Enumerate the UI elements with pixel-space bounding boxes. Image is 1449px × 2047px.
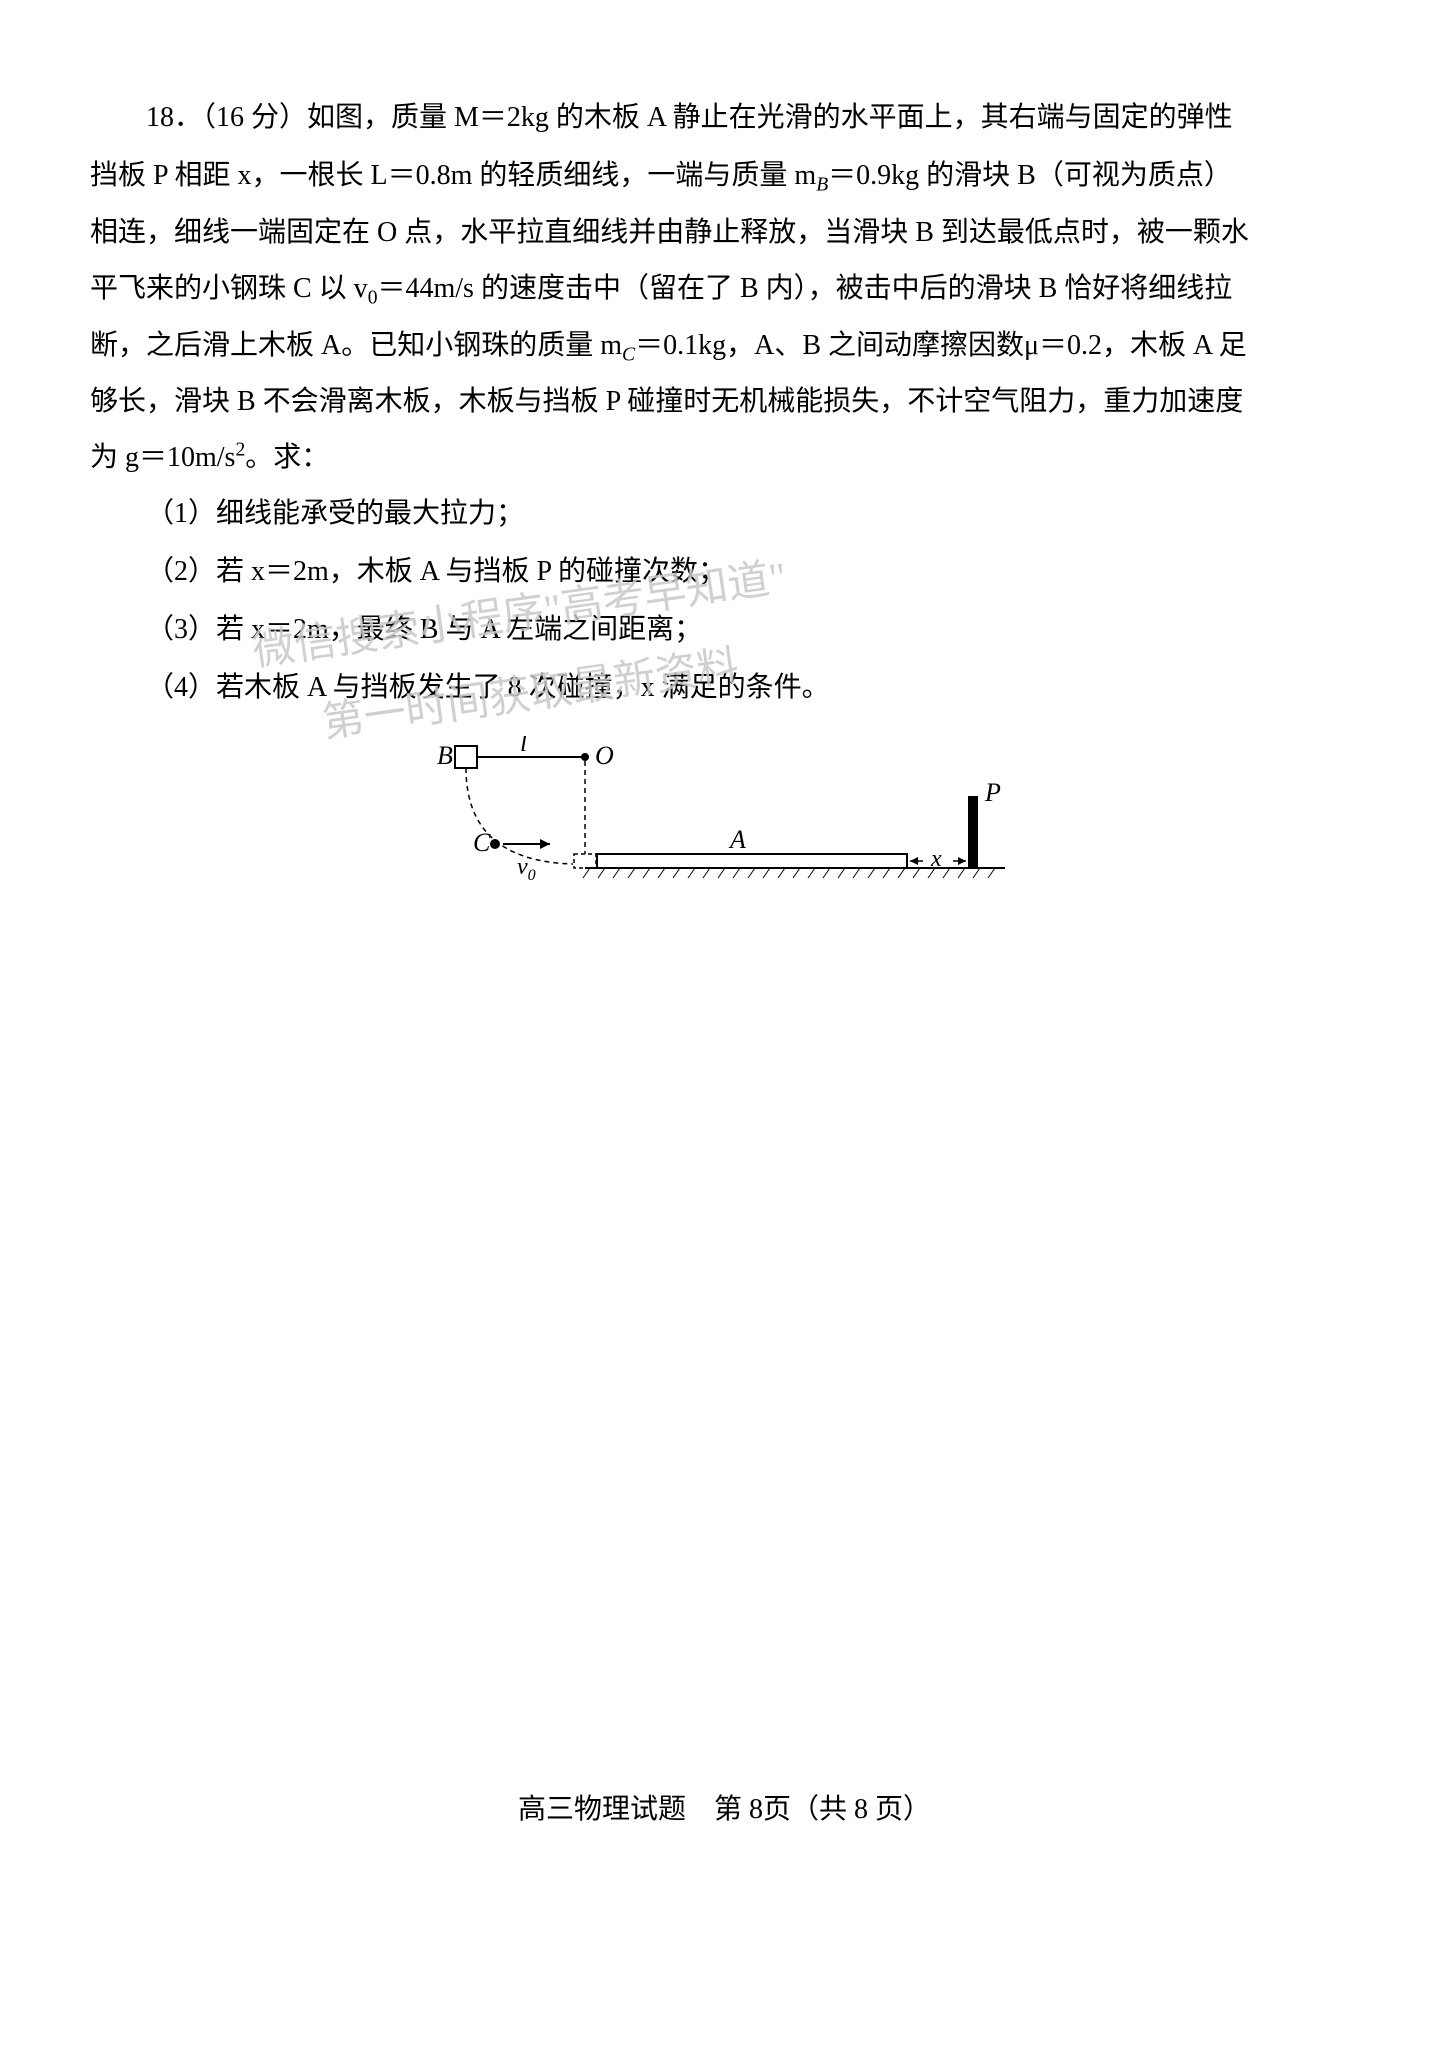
label-v0: v0 (517, 854, 536, 884)
wall-p (968, 796, 978, 868)
diagram-svg: B l O C v0 (425, 736, 1025, 916)
label-c: C (473, 828, 491, 857)
text: 相连，细线一端固定在 O 点，水平拉直细线并由静止释放，当滑块 B 到达最低点时… (90, 217, 1249, 248)
superscript: 2 (235, 440, 245, 461)
arrow-c-head (540, 839, 550, 849)
block-b (455, 746, 477, 768)
text: ＝44m/s 的速度击中（留在了 B 内），被击中后的滑块 B 恰好将细线拉 (377, 273, 1232, 304)
block-b-bottom (574, 854, 596, 868)
text: 挡板 P 相距 x，一根长 L＝0.8m 的轻质细线，一端与质量 m (90, 160, 816, 191)
problem-text-line: 断，之后滑上木板 A。已知小钢珠的质量 mC＝0.1kg，A、B 之间动摩擦因数… (90, 318, 1359, 375)
label-p: P (984, 778, 1001, 807)
label-b: B (437, 741, 453, 770)
point-o (581, 753, 589, 761)
subscript: 0 (368, 287, 378, 308)
subscript: C (622, 344, 635, 365)
problem-text-line: 相连，细线一端固定在 O 点，水平拉直细线并由静止释放，当滑块 B 到达最低点时… (90, 205, 1359, 261)
problem-text-line: 挡板 P 相距 x，一根长 L＝0.8m 的轻质细线，一端与质量 mB＝0.9k… (90, 148, 1359, 205)
board-a (597, 854, 907, 868)
label-a: A (728, 825, 746, 854)
label-o: O (595, 741, 614, 770)
problem-text-line: 够长，滑块 B 不会滑离木板，木板与挡板 P 碰撞时无机械能损失，不计空气阻力，… (90, 374, 1359, 430)
text: 。求： (245, 442, 329, 473)
text: ＝0.1kg，A、B 之间动摩擦因数μ＝0.2，木板 A 足 (635, 330, 1247, 361)
text: 18．（16 分）如图，质量 M＝2kg 的木板 A 静止在光滑的水平面上，其右… (146, 102, 1233, 133)
text: 平飞来的小钢珠 C 以 v (90, 273, 368, 304)
label-l: l (520, 736, 527, 757)
text: ＝0.9kg 的滑块 B（可视为质点） (828, 160, 1232, 191)
text: 断，之后滑上木板 A。已知小钢珠的质量 m (90, 330, 622, 361)
page-footer: 高三物理试题 第 8页（共 8 页） (0, 1787, 1449, 1827)
problem-text-line: 为 g＝10m/s2。求： (90, 430, 1359, 486)
x-left-arrowhead (910, 857, 918, 865)
problem-text-line: 18．（16 分）如图，质量 M＝2kg 的木板 A 静止在光滑的水平面上，其右… (90, 90, 1359, 146)
problem-text-line: 平飞来的小钢珠 C 以 v0＝44m/s 的速度击中（留在了 B 内），被击中后… (90, 261, 1359, 318)
question-1: （1）细线能承受的最大拉力； (90, 486, 1359, 542)
diagram-container: B l O C v0 (90, 736, 1359, 921)
physics-diagram: B l O C v0 (425, 736, 1025, 916)
subscript: B (816, 175, 828, 196)
point-c (490, 839, 500, 849)
x-right-arrowhead (958, 857, 966, 865)
text: 为 g＝10m/s (90, 442, 235, 473)
text: 够长，滑块 B 不会滑离木板，木板与挡板 P 碰撞时无机械能损失，不计空气阻力，… (90, 386, 1243, 417)
